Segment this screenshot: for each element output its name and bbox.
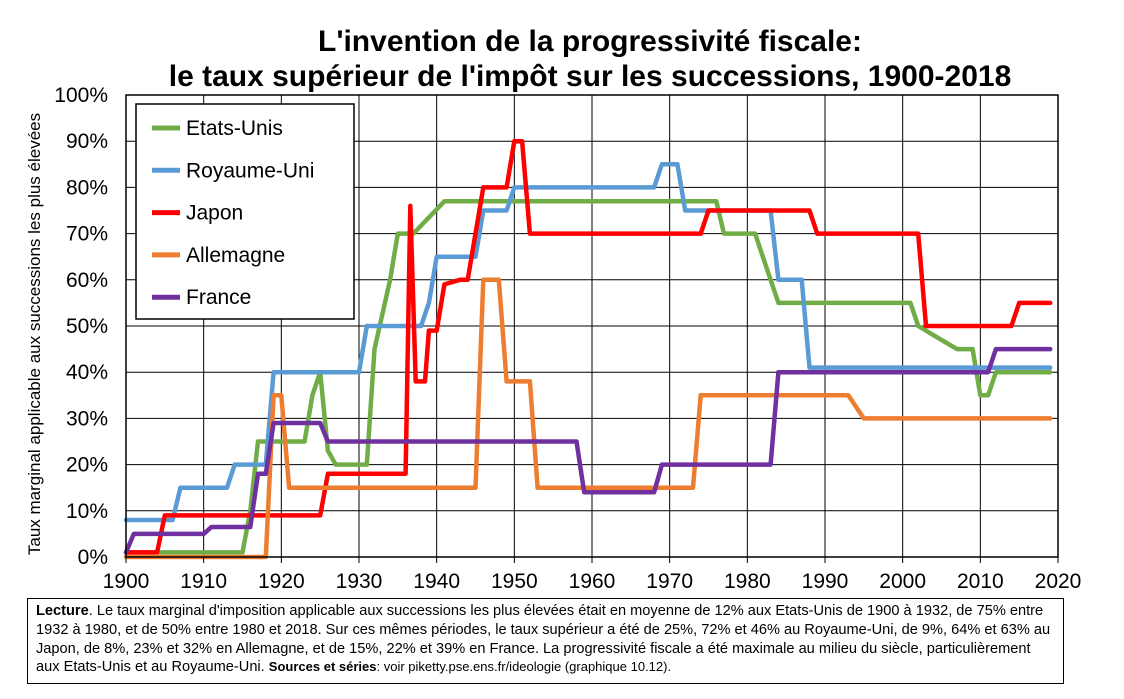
x-tick-label: 2000	[879, 570, 926, 593]
note-text: . Le taux marginal d'imposition applicab…	[36, 603, 1051, 676]
y-tick-label: 50%	[66, 315, 108, 338]
sources-label: Sources et séries	[268, 659, 377, 675]
x-tick-label: 1970	[646, 570, 693, 593]
y-tick-label: 30%	[66, 407, 108, 430]
y-tick-label: 90%	[66, 130, 108, 153]
sources-text: : voir piketty.pse.ens.fr/ideologie (gra…	[376, 659, 672, 675]
legend-label: Royaume-Uni	[186, 159, 314, 182]
x-tick-label: 2020	[1035, 570, 1082, 593]
series-line-allemagne	[123, 277, 1053, 560]
series-line-france	[123, 346, 1053, 555]
legend-label: Allemagne	[186, 244, 285, 267]
x-tick-label: 1960	[569, 570, 616, 593]
x-tick-label: 1940	[413, 570, 460, 593]
x-tick-label: 1920	[258, 570, 305, 593]
y-tick-label: 40%	[66, 361, 108, 384]
x-tick-label: 1980	[724, 570, 771, 593]
y-axis-label: Taux marginal applicable aux successions…	[25, 113, 44, 555]
series-line-etats-unis	[123, 199, 1053, 555]
reading-note: Lecture. Le taux marginal d'imposition a…	[27, 598, 1064, 684]
series-line-japon	[123, 138, 1053, 555]
legend-label: Japon	[186, 202, 243, 225]
y-tick-label: 100%	[54, 84, 108, 107]
legend: Etats-Unis Royaume-Uni Japon Allemagne Franc…	[135, 103, 355, 320]
y-tick-label: 0%	[78, 546, 108, 569]
x-tick-label: 2010	[957, 570, 1004, 593]
y-tick-label: 70%	[66, 223, 108, 246]
axes: 0% 10% 20% 30% 40% 50% 60% 70% 80% 90% 100% 1900 191…	[54, 84, 1081, 593]
legend-label: France	[186, 286, 251, 309]
title-line-2: le taux supérieur de l'impôt sur les suc…	[168, 60, 1012, 93]
note-label: Lecture	[36, 603, 89, 619]
y-tick-label: 60%	[66, 269, 108, 292]
y-tick-label: 20%	[66, 454, 108, 477]
chart-title: L'invention de la progressivité fiscale:…	[120, 24, 1060, 94]
y-tick-label: 10%	[66, 500, 108, 523]
x-tick-label: 1950	[491, 570, 538, 593]
title-line-1: L'invention de la progressivité fiscale:	[318, 25, 862, 58]
y-tick-label: 80%	[66, 176, 108, 199]
x-tick-label: 1930	[336, 570, 383, 593]
x-tick-label: 1910	[180, 570, 227, 593]
legend-label: Etats-Unis	[186, 117, 283, 140]
x-tick-label: 1990	[802, 570, 849, 593]
x-tick-label: 1900	[103, 570, 150, 593]
series-lines	[123, 138, 1053, 560]
